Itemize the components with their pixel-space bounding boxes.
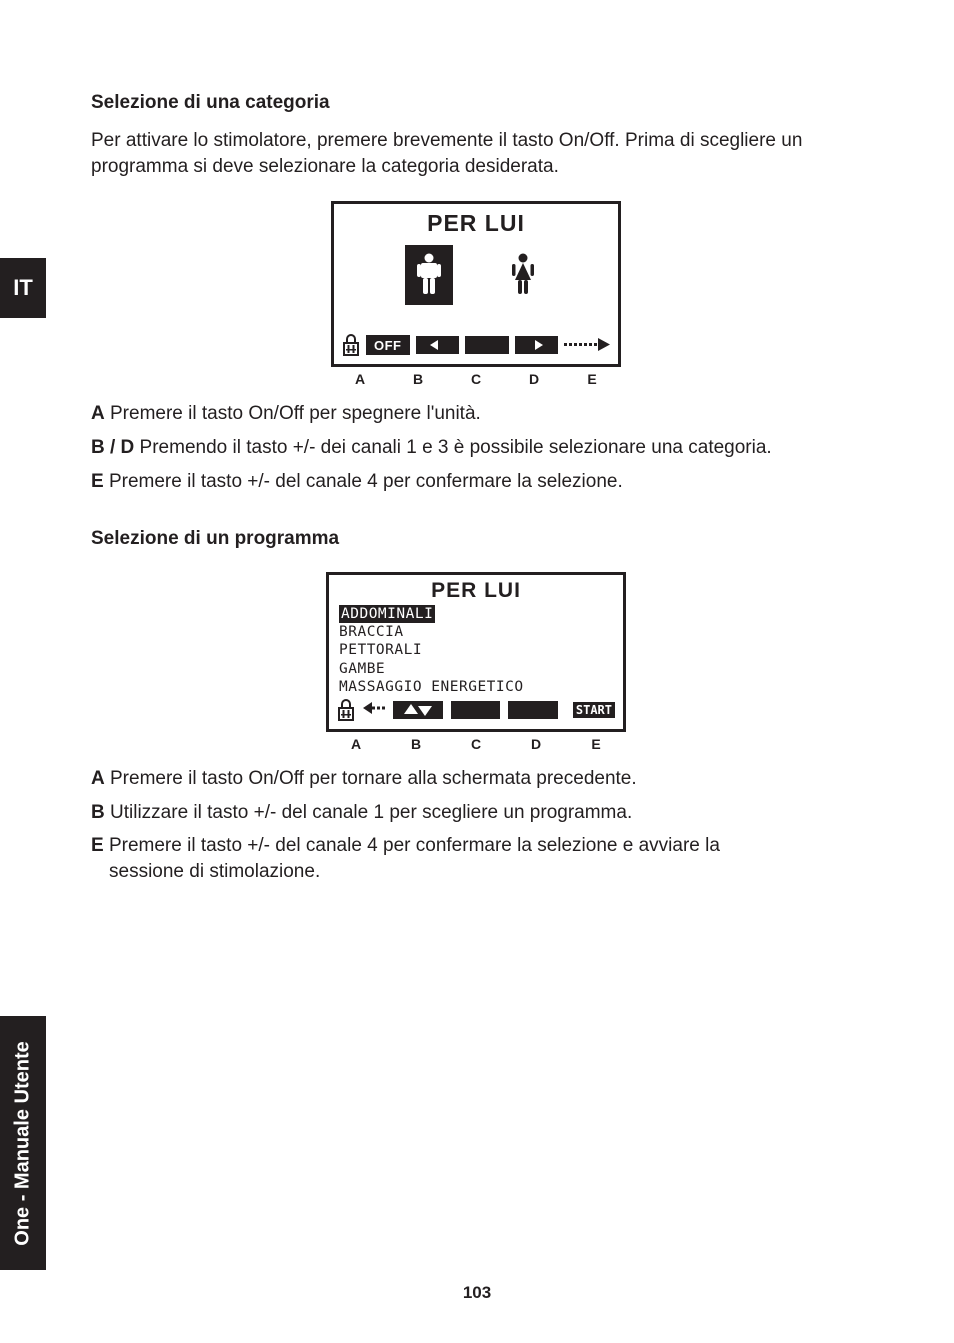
screen1-softkeys: OFF	[342, 334, 610, 356]
section2-heading: Selezione di un programma	[91, 528, 861, 550]
female-icon	[499, 245, 547, 305]
program-item: PETTORALI	[339, 641, 613, 659]
screen2-col: PER LUI ADDOMINALI BRACCIA PETTORALI GAM…	[326, 572, 626, 752]
list-item: E Premere il tasto +/- del canale 4 per …	[91, 833, 861, 884]
page-number: 103	[0, 1283, 954, 1303]
list-item: A Premere il tasto On/Off per spegnere l…	[91, 401, 861, 427]
axis-d: D	[506, 736, 566, 752]
screen1-col: PER LUI	[331, 201, 621, 387]
list-item: A Premere il tasto On/Off per tornare al…	[91, 766, 861, 792]
axis-a: A	[326, 736, 386, 752]
off-softkey: OFF	[366, 335, 410, 355]
back-softkey	[363, 700, 385, 721]
start-softkey: START	[566, 701, 616, 719]
axis-a: A	[331, 371, 389, 387]
screen2-softkeys: START	[337, 699, 615, 721]
program-screen: PER LUI ADDOMINALI BRACCIA PETTORALI GAM…	[326, 572, 626, 732]
mid-softkey	[451, 701, 501, 719]
program-list: ADDOMINALI BRACCIA PETTORALI GAMBE MASSA…	[329, 603, 623, 696]
axis-b: B	[386, 736, 446, 752]
axis-e: E	[563, 371, 621, 387]
section1-intro: Per attivare lo stimolatore, premere bre…	[91, 128, 861, 179]
mid-softkey	[465, 336, 509, 354]
screen2-axis: A B C D E	[326, 736, 626, 752]
gender-icons-row	[334, 245, 618, 305]
screen2-wrap: PER LUI ADDOMINALI BRACCIA PETTORALI GAM…	[91, 572, 861, 752]
page-content: Selezione di una categoria Per attivare …	[91, 92, 861, 911]
lock-icon	[337, 699, 355, 721]
spine-tab-label: One - Manuale Utente	[12, 1041, 35, 1245]
right-softkey	[515, 336, 559, 354]
axis-b: B	[389, 371, 447, 387]
axis-d: D	[505, 371, 563, 387]
screen1-wrap: PER LUI	[91, 201, 861, 387]
mid-softkey	[508, 701, 558, 719]
screen1-axis: A B C D E	[331, 371, 621, 387]
screen2-title: PER LUI	[329, 575, 623, 603]
list-item: B Utilizzare il tasto +/- del canale 1 p…	[91, 800, 861, 826]
lock-icon	[342, 334, 360, 356]
list-item: B / D Premendo il tasto +/- dei canali 1…	[91, 435, 861, 461]
axis-c: C	[446, 736, 506, 752]
section2-list: A Premere il tasto On/Off per tornare al…	[91, 766, 861, 885]
program-item: MASSAGGIO ENERGETICO	[339, 678, 613, 696]
updown-softkey	[393, 701, 443, 719]
spine-tab: One - Manuale Utente	[0, 1016, 46, 1270]
list-item: E Premere il tasto +/- del canale 4 per …	[91, 469, 861, 495]
axis-c: C	[447, 371, 505, 387]
language-tab: IT	[0, 258, 46, 318]
continue-softkey	[564, 336, 610, 354]
section1-heading: Selezione di una categoria	[91, 92, 861, 114]
program-item: BRACCIA	[339, 623, 613, 641]
left-softkey	[416, 336, 460, 354]
male-icon-selected	[405, 245, 453, 305]
section1-list: A Premere il tasto On/Off per spegnere l…	[91, 401, 861, 494]
screen1-title: PER LUI	[334, 204, 618, 237]
axis-e: E	[566, 736, 626, 752]
program-item: GAMBE	[339, 660, 613, 678]
program-item-selected: ADDOMINALI	[339, 605, 435, 623]
language-tab-label: IT	[13, 275, 33, 301]
category-screen: PER LUI	[331, 201, 621, 367]
